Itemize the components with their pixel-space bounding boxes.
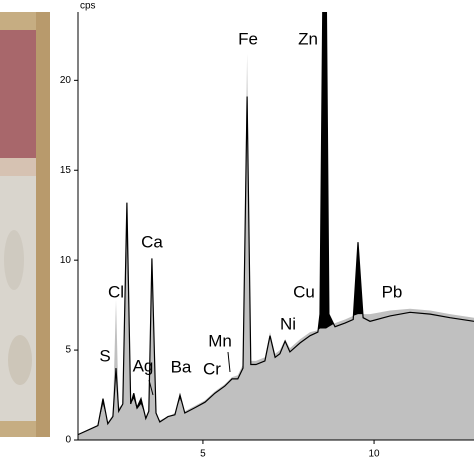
spectrum-area — [78, 53, 474, 440]
element-label: Cu — [293, 282, 315, 301]
element-label: S — [99, 346, 110, 365]
spectrum-line — [78, 12, 474, 436]
plot-area — [78, 12, 474, 440]
y-tick-label: 5 — [65, 345, 71, 356]
x-tick-label: 5 — [200, 449, 206, 460]
element-label: Ba — [171, 357, 192, 376]
y-tick-label: 20 — [60, 75, 72, 86]
photo-edge — [36, 12, 50, 437]
photo-stain — [8, 335, 32, 385]
element-label: Mn — [208, 331, 232, 350]
element-label: Cl — [108, 282, 124, 301]
element-label: Zn — [298, 29, 318, 48]
label-pointer — [148, 379, 154, 396]
photo-red-layer — [0, 30, 36, 165]
element-label: Pb — [382, 282, 403, 301]
element-label: Fe — [238, 29, 258, 48]
photo-transition — [0, 158, 36, 176]
photo-stain — [4, 230, 24, 290]
x-tick-label: 10 — [368, 449, 380, 460]
element-label: Cr — [203, 359, 221, 378]
y-tick-label: 15 — [60, 165, 72, 176]
sample-photo — [0, 12, 50, 437]
y-unit: cps — [80, 1, 96, 12]
label-pointer — [227, 351, 231, 373]
element-label: Ni — [280, 314, 296, 333]
y-tick-label: 0 — [65, 435, 71, 446]
y-tick-label: 10 — [60, 255, 72, 266]
element-label: Ca — [141, 232, 163, 251]
element-label: Ag — [133, 356, 154, 375]
